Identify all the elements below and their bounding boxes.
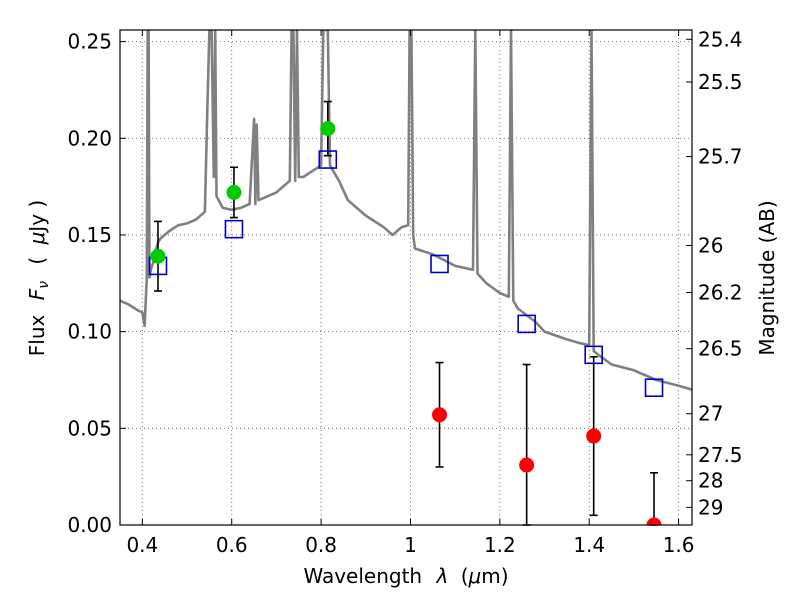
y-tick-label: 0.00 xyxy=(67,513,112,537)
y-tick-label: 0.20 xyxy=(67,126,112,150)
y-tick-label: 0.10 xyxy=(67,320,112,344)
detection-point xyxy=(150,248,166,264)
plot-frame xyxy=(119,29,693,526)
y2-tick-label: 26.2 xyxy=(698,281,743,305)
model-photometry-square xyxy=(318,150,338,169)
y-axis-title: Flux Fν ( μJy ) xyxy=(25,200,53,356)
y-axis-title-unit-open: ( xyxy=(25,257,49,265)
y2-axis-title: Magnitude (AB) xyxy=(755,200,779,355)
y-axis-title-symbol: F xyxy=(25,288,49,300)
model-spectrum-layer xyxy=(120,30,692,391)
y-tick-label: 0.05 xyxy=(67,416,112,440)
grid xyxy=(120,30,692,526)
y2-tick-label: 28 xyxy=(698,469,723,493)
x-axis-title-symbol: λ xyxy=(435,564,448,588)
x-tick-label: 1 xyxy=(404,533,417,557)
x-tick-label: 1.6 xyxy=(663,533,695,557)
ticks: 0.4 0.6 0.8 1 1.2 1.4 1.6 0.00 0.05 0.10 0.15 0.20 0… xyxy=(67,27,742,557)
y-axis-title-unit-rest: Jy ) xyxy=(25,200,49,234)
model-photometry-square xyxy=(430,254,449,274)
y2-tick-label: 27 xyxy=(698,402,723,426)
detection-point xyxy=(320,121,336,137)
y-tick-label: 0.25 xyxy=(67,30,112,54)
x-tick-label: 0.8 xyxy=(305,533,337,557)
detection-point xyxy=(226,184,242,200)
y2-tick-label: 29 xyxy=(698,495,723,519)
nondetection-point xyxy=(432,407,448,423)
x-tick-label: 0.6 xyxy=(216,533,248,557)
model-photometry-square xyxy=(517,314,536,334)
x-tick-label: 1.2 xyxy=(484,533,516,557)
y2-tick-label: 27.5 xyxy=(698,443,743,467)
model-photometry-square xyxy=(584,345,603,365)
y2-tick-label: 26.5 xyxy=(698,337,743,361)
y2-tick-label: 25.4 xyxy=(698,27,743,51)
y2-tick-label: 25.7 xyxy=(698,145,743,169)
y-tick-label: 0.15 xyxy=(67,223,112,247)
x-axis-title-unit-mu: μ xyxy=(468,564,482,588)
errorbar-layer xyxy=(153,100,659,526)
y2-tick-label: 26 xyxy=(698,234,723,258)
y-axis-title-unit-mu: μ xyxy=(25,232,49,246)
nondetection-point xyxy=(519,457,535,473)
x-axis-title: Wavelength λ (μm) xyxy=(303,564,508,588)
y2-tick-label: 25.5 xyxy=(698,70,743,94)
points-layer xyxy=(148,121,664,525)
nondetection-point xyxy=(586,428,602,444)
x-tick-label: 1.4 xyxy=(573,533,605,557)
x-axis-title-text: Wavelength xyxy=(303,564,422,588)
spectrum-line xyxy=(120,30,692,391)
x-tick-label: 0.4 xyxy=(126,533,158,557)
x-axis-title-unit-open: ( xyxy=(461,564,469,588)
model-photometry-square xyxy=(644,378,664,398)
x-axis-title-unit-rest: m) xyxy=(481,564,508,588)
y-axis-title-subscript: ν xyxy=(36,281,52,289)
y-axis-title-text: Flux xyxy=(25,314,49,356)
nondetection-point xyxy=(646,517,662,525)
model-photometry-square xyxy=(224,219,244,239)
